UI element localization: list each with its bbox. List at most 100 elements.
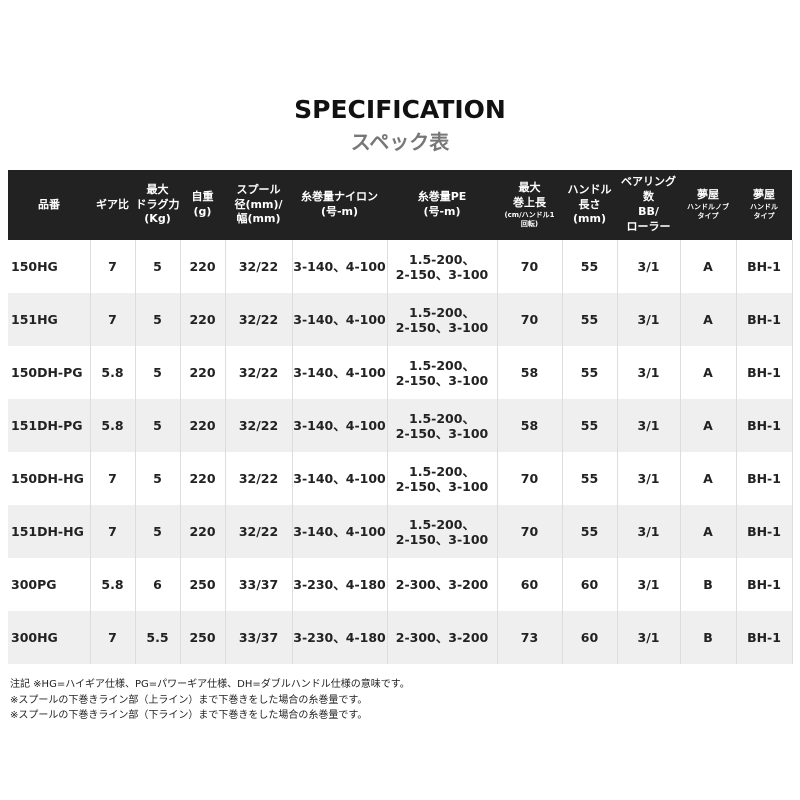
- table-cell: 58: [497, 346, 563, 399]
- table-row: 151DH-HG 7 5 220 32/22 3-140、4-100 1.5-200、 2-…: [8, 505, 793, 558]
- table-cell: 73: [497, 611, 563, 664]
- table-cell: 3-140、4-100: [292, 505, 388, 558]
- table-cell: 1.5-200、 2-150、3-100: [387, 399, 498, 452]
- table-row: 150HG 7 5 220 32/22 3-140、4-100 1.5-200、 2-150…: [8, 240, 793, 293]
- table-cell: 70: [497, 452, 563, 505]
- table-cell: 32/22: [225, 399, 293, 452]
- table-cell: 3-140、4-100: [292, 240, 388, 293]
- table-cell: 55: [562, 452, 618, 505]
- table-cell: 5: [135, 452, 181, 505]
- table-cell: A: [680, 240, 737, 293]
- table-cell: 70: [497, 293, 563, 346]
- table-cell: 7: [90, 452, 136, 505]
- column-label: スプール 径(mm)/ 幅(mm): [234, 182, 283, 226]
- table-cell: 32/22: [225, 240, 293, 293]
- table-cell: 60: [562, 611, 618, 664]
- table-cell: 3/1: [617, 558, 681, 611]
- table-cell: 220: [180, 346, 226, 399]
- table-cell: 5.8: [90, 399, 136, 452]
- table-cell: BH-1: [736, 399, 793, 452]
- spec-table: 品番 ギア比 最大 ドラグ力 (Kg) 自重 (g) スプール 径(mm)/ 幅(mm)…: [8, 170, 793, 664]
- table-row: 151HG 7 5 220 32/22 3-140、4-100 1.5-200、 2-150…: [8, 293, 793, 346]
- column-label: ギア比: [96, 197, 129, 211]
- table-cell: 151HG: [8, 293, 91, 346]
- page-subtitle: スペック表: [350, 130, 450, 154]
- column-label: 夢屋: [753, 188, 775, 202]
- table-cell: 1.5-200、 2-150、3-100: [387, 346, 498, 399]
- table-cell: 7: [90, 240, 136, 293]
- table-cell: 3-230、4-180: [292, 611, 388, 664]
- table-cell: 55: [562, 293, 618, 346]
- table-cell: 3-140、4-100: [292, 452, 388, 505]
- table-cell: 5: [135, 505, 181, 558]
- table-cell: 1.5-200、 2-150、3-100: [387, 452, 498, 505]
- table-cell: 2-300、3-200: [387, 611, 498, 664]
- table-cell: 5.8: [90, 558, 136, 611]
- table-cell: 32/22: [225, 293, 293, 346]
- table-cell: 150HG: [8, 240, 91, 293]
- table-cell: 151DH-PG: [8, 399, 91, 452]
- table-row: 150DH-PG 5.8 5 220 32/22 3-140、4-100 1.5-200、 …: [8, 346, 793, 399]
- table-cell: 3-140、4-100: [292, 399, 388, 452]
- column-label: 糸巻量PE (号-m): [417, 190, 467, 218]
- table-cell: 220: [180, 505, 226, 558]
- column-label: 夢屋: [697, 188, 719, 202]
- table-cell: A: [680, 399, 737, 452]
- table-cell: 33/37: [225, 558, 293, 611]
- table-cell: A: [680, 452, 737, 505]
- column-label: 自重 (g): [191, 190, 214, 218]
- table-cell: 32/22: [225, 452, 293, 505]
- table-cell: 250: [180, 611, 226, 664]
- table-cell: 55: [562, 240, 618, 293]
- table-cell: A: [680, 346, 737, 399]
- table-cell: 70: [497, 505, 563, 558]
- table-cell: 5.8: [90, 346, 136, 399]
- table-cell: 60: [562, 558, 618, 611]
- note: 注記 ※HG=ハイギア仕様、PG=パワーギア仕様、DH=ダブルハンドル仕様の意味…: [10, 679, 410, 690]
- table-cell: BH-1: [736, 452, 793, 505]
- table-cell: 3/1: [617, 505, 681, 558]
- table-cell: 220: [180, 293, 226, 346]
- column-header: 最大 ドラグ力 (Kg): [135, 170, 180, 240]
- table-cell: 7: [90, 505, 136, 558]
- table-cell: 1.5-200、 2-150、3-100: [387, 505, 498, 558]
- column-sublabel: (cm/ハンドル1 回転): [504, 210, 555, 228]
- table-cell: 33/37: [225, 611, 293, 664]
- table-cell: A: [680, 505, 737, 558]
- table-header: 品番 ギア比 最大 ドラグ力 (Kg) 自重 (g) スプール 径(mm)/ 幅(mm)…: [8, 170, 792, 240]
- column-header: 夢屋 ハンドル タイプ: [736, 170, 792, 240]
- table-cell: 1.5-200、 2-150、3-100: [387, 240, 498, 293]
- table-cell: 32/22: [225, 505, 293, 558]
- column-header: ハンドル 長さ (mm): [562, 170, 617, 240]
- table-cell: BH-1: [736, 558, 793, 611]
- table-cell: 150DH-PG: [8, 346, 91, 399]
- table-cell: 5: [135, 293, 181, 346]
- column-header: 自重 (g): [180, 170, 225, 240]
- table-cell: BH-1: [736, 240, 793, 293]
- table-cell: 300PG: [8, 558, 91, 611]
- column-header: スプール 径(mm)/ 幅(mm): [225, 170, 292, 240]
- table-cell: 7: [90, 611, 136, 664]
- table-cell: 3/1: [617, 452, 681, 505]
- table-cell: 3/1: [617, 293, 681, 346]
- table-cell: 55: [562, 505, 618, 558]
- column-header: 品番: [8, 170, 90, 240]
- table-cell: BH-1: [736, 611, 793, 664]
- notes: 注記 ※HG=ハイギア仕様、PG=パワーギア仕様、DH=ダブルハンドル仕様の意味…: [10, 677, 410, 724]
- table-cell: 60: [497, 558, 563, 611]
- table-cell: 3/1: [617, 611, 681, 664]
- note: ※スプールの下巻きライン部（下ライン）まで下巻きをした場合の糸巻量です。: [10, 710, 368, 721]
- table-cell: BH-1: [736, 346, 793, 399]
- table-cell: 7: [90, 293, 136, 346]
- table-cell: 32/22: [225, 346, 293, 399]
- column-label: ハンドル 長さ (mm): [567, 182, 612, 226]
- table-cell: 55: [562, 346, 618, 399]
- table-row: 150DH-HG 7 5 220 32/22 3-140、4-100 1.5-200、 2-…: [8, 452, 793, 505]
- table-cell: 5.5: [135, 611, 181, 664]
- page-title: SPECIFICATION: [294, 95, 506, 124]
- table-cell: 6: [135, 558, 181, 611]
- column-header: 夢屋 ハンドルノブ タイプ: [680, 170, 736, 240]
- column-header: 最大 巻上長 (cm/ハンドル1 回転): [497, 170, 562, 240]
- column-label: 最大 巻上長: [513, 181, 546, 209]
- table-row: 151DH-PG 5.8 5 220 32/22 3-140、4-100 1.5-200、 …: [8, 399, 793, 452]
